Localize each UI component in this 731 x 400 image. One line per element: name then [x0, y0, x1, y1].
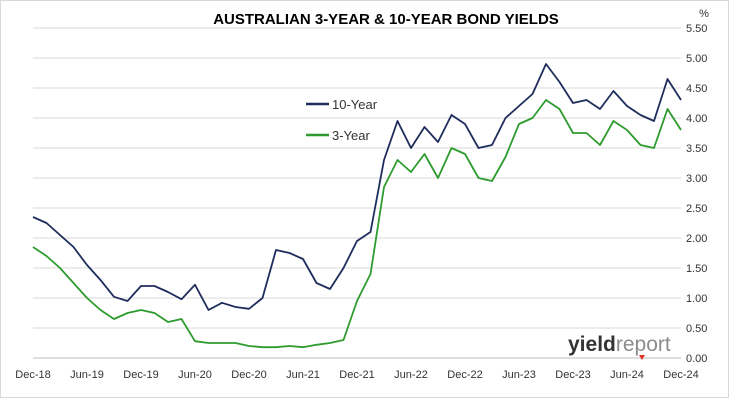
y-tick-label: 3.50 — [686, 143, 707, 155]
y-tick-label: 5.00 — [686, 53, 707, 65]
chart-title: AUSTRALIAN 3-YEAR & 10-YEAR BOND YIELDS — [213, 11, 559, 28]
svg-text:yieldreport: yieldreport — [568, 333, 671, 356]
legend: 10-Year 3-Year — [306, 97, 378, 143]
x-tick-label: Dec-19 — [123, 369, 158, 381]
y-axis-unit: % — [699, 8, 709, 20]
x-tick-label: Jun-21 — [286, 369, 320, 381]
y-tick-label: 2.50 — [686, 203, 707, 215]
yieldreport-logo: yieldreport — [568, 333, 671, 360]
y-tick-label: 4.00 — [686, 113, 707, 125]
logo-text-report: report — [616, 333, 671, 356]
x-tick-label: Dec-18 — [15, 369, 50, 381]
y-tick-label: 5.50 — [686, 23, 707, 35]
x-tick-label: Jun-23 — [502, 369, 536, 381]
logo-text-yield: yield — [568, 333, 616, 356]
x-tick-label: Dec-20 — [231, 369, 266, 381]
x-axis-ticks: Dec-18 Jun-19 Dec-19 Jun-20 Dec-20 Jun-21 Dec-… — [15, 369, 698, 381]
y-tick-label: 1.50 — [686, 263, 707, 275]
x-tick-label: Dec-22 — [447, 369, 482, 381]
x-tick-label: Dec-24 — [663, 369, 698, 381]
series-line-3-year — [32, 99, 682, 349]
y-tick-label: 1.00 — [686, 293, 707, 305]
x-tick-label: Dec-21 — [339, 369, 374, 381]
y-axis-ticks: 0.00 0.50 1.00 1.50 2.00 2.50 3.00 3.50 4.00 4.50… — [686, 23, 707, 365]
x-tick-label: Jun-20 — [178, 369, 212, 381]
x-tick-label: Jun-19 — [70, 369, 104, 381]
series-line-10-year — [32, 63, 682, 311]
y-tick-label: 3.00 — [686, 173, 707, 185]
legend-label-3-year: 3-Year — [332, 128, 370, 143]
series-lines — [32, 63, 682, 349]
x-tick-label: Dec-23 — [555, 369, 590, 381]
y-tick-label: 4.50 — [686, 83, 707, 95]
gridlines — [33, 27, 681, 359]
y-tick-label: 2.00 — [686, 233, 707, 245]
x-tick-label: Jun-22 — [394, 369, 428, 381]
logo-marker-icon — [639, 355, 645, 360]
x-tick-label: Jun-24 — [610, 369, 644, 381]
legend-label-10-year: 10-Year — [332, 97, 378, 112]
y-tick-label: 0.50 — [686, 323, 707, 335]
y-tick-label: 0.00 — [686, 353, 707, 365]
